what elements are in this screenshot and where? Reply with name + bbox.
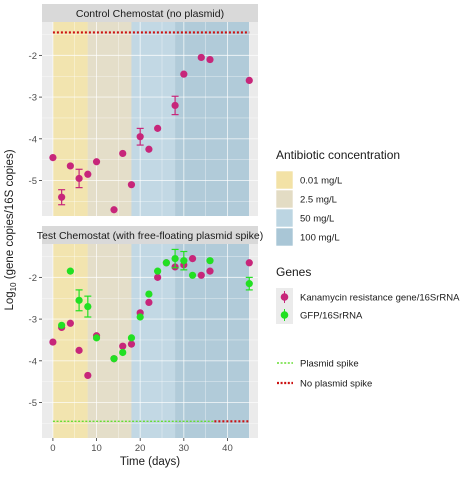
kan-point bbox=[66, 162, 74, 170]
panel-test: Test Chemostat (with free-floating plasm… bbox=[29, 226, 263, 438]
gfp-point bbox=[136, 313, 144, 321]
panel-title: Test Chemostat (with free-floating plasm… bbox=[37, 230, 263, 242]
legend-1: Genes Kanamycin resistance gene/16SrRNA GF… bbox=[276, 265, 460, 324]
legend-swatch bbox=[275, 227, 294, 247]
legend-label: 100 mg/L bbox=[300, 233, 340, 244]
gfp-point bbox=[84, 302, 92, 311]
legend-title: Antibiotic concentration bbox=[276, 148, 400, 162]
y-axis-title: Log10 (gene copies/16S copies) bbox=[4, 149, 18, 310]
kan-point bbox=[110, 206, 118, 214]
kan-point bbox=[145, 298, 153, 307]
kan-point bbox=[84, 170, 92, 178]
y-axis-title-suffix: (gene copies/16S copies) bbox=[4, 149, 16, 282]
gfp-point bbox=[58, 321, 66, 329]
kan-point bbox=[136, 133, 144, 141]
y-tick-label: -2 bbox=[29, 273, 37, 284]
legend-swatch bbox=[275, 189, 294, 209]
legend-swatch bbox=[275, 208, 294, 228]
kan-point bbox=[49, 153, 57, 162]
gfp-point bbox=[245, 280, 253, 288]
kan-point bbox=[84, 371, 92, 380]
kan-point bbox=[206, 55, 214, 64]
legend-label: Kanamycin resistance gene/16SrRNA bbox=[300, 293, 460, 304]
gfp-point bbox=[92, 334, 101, 342]
legend-title: Genes bbox=[276, 265, 311, 279]
kan-point bbox=[92, 158, 101, 166]
antibiotic-band bbox=[87, 244, 132, 438]
panel-title: Control Chemostat (no plasmid) bbox=[76, 8, 224, 20]
antibiotic-band bbox=[52, 244, 88, 438]
antibiotic-band bbox=[87, 22, 132, 216]
antibiotic-band bbox=[175, 22, 250, 216]
legend-2: Plasmid spike No plasmid spike bbox=[277, 359, 372, 390]
legend-point-marker bbox=[280, 311, 289, 319]
kan-point bbox=[197, 271, 205, 279]
kan-point bbox=[75, 174, 83, 183]
x-tick-label: 10 bbox=[91, 443, 102, 454]
kan-point bbox=[66, 319, 74, 327]
legend-point-marker bbox=[280, 293, 289, 301]
legend-label: GFP/16SrRNA bbox=[300, 311, 363, 322]
x-tick-label: 30 bbox=[179, 443, 190, 454]
x-tick-label: 40 bbox=[222, 443, 233, 454]
legend-label: No plasmid spike bbox=[300, 379, 372, 390]
kan-point bbox=[154, 124, 162, 132]
legend-label: 50 mg/L bbox=[300, 214, 334, 225]
kan-point bbox=[245, 259, 253, 267]
kan-point bbox=[171, 101, 179, 110]
gfp-point bbox=[171, 255, 179, 263]
y-tick-label: -5 bbox=[29, 398, 37, 409]
x-tick-label: 20 bbox=[135, 443, 146, 454]
panel-strip bbox=[42, 226, 258, 244]
legend-label: Plasmid spike bbox=[300, 359, 359, 370]
y-tick-label: -3 bbox=[29, 93, 37, 104]
kan-point bbox=[127, 340, 136, 348]
y-tick-label: -2 bbox=[29, 51, 37, 62]
gfp-point bbox=[180, 257, 188, 265]
gfp-point bbox=[154, 267, 162, 275]
y-tick-label: -4 bbox=[29, 356, 37, 367]
legend-label: 0.01 mg/L bbox=[300, 176, 342, 187]
kan-point bbox=[145, 145, 153, 153]
kan-point bbox=[197, 53, 205, 62]
gfp-point bbox=[119, 348, 127, 357]
kan-point bbox=[245, 76, 253, 85]
y-tick-label: -5 bbox=[29, 176, 37, 187]
antibiotic-band bbox=[52, 22, 88, 216]
kan-point bbox=[188, 255, 197, 263]
x-axis-title: Time (days) bbox=[120, 456, 180, 468]
gfp-point bbox=[127, 334, 136, 342]
legend-swatch bbox=[275, 170, 294, 190]
legend-0: Antibiotic concentration 0.01 mg/L 2.5 mg/… bbox=[275, 148, 400, 247]
y-axis-title-prefix: Log bbox=[4, 291, 16, 310]
panel-strip bbox=[42, 4, 258, 22]
gfp-point bbox=[110, 355, 118, 363]
y-tick-label: -4 bbox=[29, 134, 37, 145]
antibiotic-band bbox=[131, 22, 176, 216]
gfp-point bbox=[145, 290, 153, 298]
legend-label: 2.5 mg/L bbox=[300, 195, 337, 206]
antibiotic-band bbox=[131, 244, 176, 438]
gfp-point bbox=[75, 296, 83, 304]
gfp-point bbox=[162, 259, 170, 267]
panel-control: Control Chemostat (no plasmid) -5 -4 -3 -2 bbox=[29, 4, 258, 216]
gfp-point bbox=[206, 257, 214, 265]
kan-point bbox=[75, 346, 83, 354]
kan-point bbox=[154, 273, 162, 281]
kan-point bbox=[119, 342, 127, 350]
kan-point bbox=[180, 70, 188, 78]
x-tick-label: 0 bbox=[50, 443, 55, 454]
gfp-point bbox=[188, 271, 197, 279]
y-axis-title-subscript: 10 bbox=[9, 282, 18, 291]
antibiotic-band bbox=[175, 244, 250, 438]
kan-point bbox=[58, 193, 66, 201]
kan-point bbox=[127, 181, 136, 189]
y-tick-label: -3 bbox=[29, 315, 37, 326]
kan-point bbox=[49, 338, 57, 346]
kan-point bbox=[119, 149, 127, 158]
gfp-point bbox=[66, 267, 74, 275]
kan-point bbox=[206, 267, 214, 275]
